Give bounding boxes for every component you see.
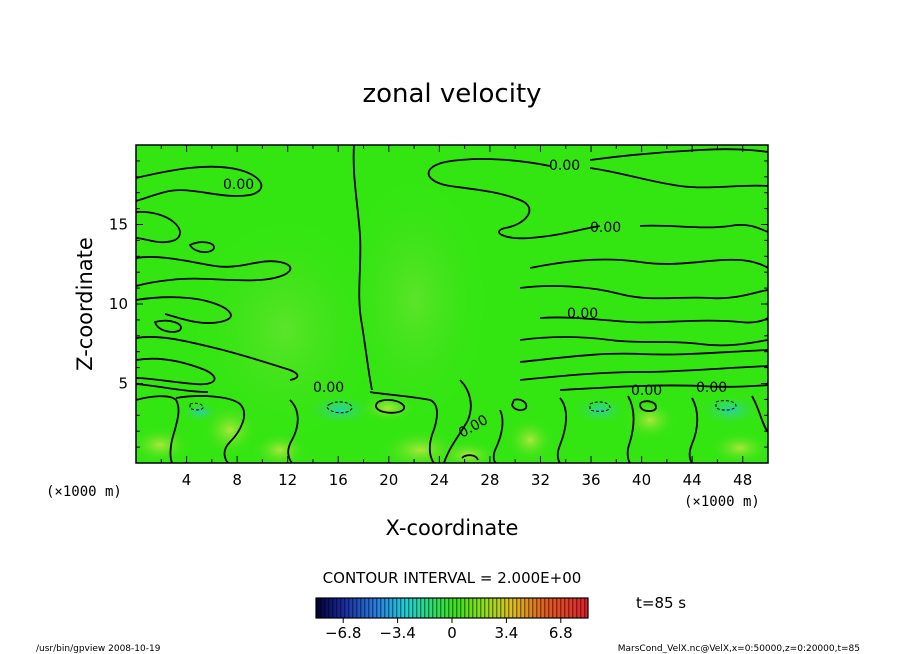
plot-area: 0.00 0.00 0.00 0.00 0.00 0.00 0.00 0.00 — [136, 145, 768, 463]
cell-neg — [572, 396, 628, 424]
footer-left: /usr/bin/gpview 2008-10-19 — [36, 644, 161, 654]
cell-pos — [506, 418, 554, 462]
y-axis-label: Z-coordinate — [73, 237, 97, 371]
y-axis: 5 10 15 — [109, 160, 768, 448]
x-tick-label: 32 — [531, 471, 550, 489]
colorbar-tick-label: −3.4 — [379, 624, 415, 642]
x-tick-label: 28 — [480, 471, 499, 489]
x-axis-label: X-coordinate — [386, 516, 519, 540]
contour-label: 0.00 — [631, 383, 662, 399]
field-tint-west — [195, 220, 375, 440]
colorbar-tick-label: 6.8 — [549, 624, 573, 642]
x-tick-label: 44 — [683, 471, 702, 489]
cell-neg — [698, 394, 762, 426]
time-label: t=85 s — [636, 594, 686, 612]
contour-label: 0.00 — [590, 220, 621, 236]
cell-pos — [438, 441, 498, 463]
contour-label: 0.00 — [696, 380, 727, 396]
x-tick-label: 36 — [581, 471, 600, 489]
chart-title: zonal velocity — [362, 79, 541, 109]
cell-pos — [624, 400, 676, 440]
y-tick-label: 10 — [109, 295, 128, 313]
x-tick-label: 16 — [329, 471, 348, 489]
contour-label: 0.00 — [223, 177, 254, 193]
cell-pos — [136, 427, 190, 463]
x-tick-label: 8 — [232, 471, 242, 489]
cell-pos — [252, 432, 308, 463]
x-tick-label: 12 — [278, 471, 297, 489]
colorbar-ticks: −6.8 −3.4 0 3.4 6.8 — [325, 618, 573, 642]
footer-right: MarsCond_VelX.nc@VelX,x=0:50000,z=0:2000… — [618, 644, 860, 654]
colorbar-hatching — [316, 598, 588, 618]
colorbar-tick-label: 0 — [447, 624, 457, 642]
x-axis-unit: (×1000 m) — [684, 494, 760, 510]
field-tint-center — [345, 180, 485, 420]
y-tick-label: 15 — [109, 216, 128, 234]
contour-interval-text: CONTOUR INTERVAL = 2.000E+00 — [323, 569, 582, 587]
x-tick-label: 24 — [430, 471, 449, 489]
cell-pos — [360, 394, 416, 422]
contour-label: 0.00 — [549, 158, 580, 174]
contour-label: 0.00 — [313, 380, 344, 396]
x-tick-label: 4 — [182, 471, 192, 489]
cell-pos — [710, 432, 768, 463]
y-tick-label: 5 — [118, 375, 128, 393]
cell-neg — [180, 402, 220, 422]
x-axis: 4 8 12 16 20 24 28 32 36 40 44 48 — [135, 145, 769, 489]
contour-label: 0.00 — [567, 306, 598, 322]
cell-neg — [306, 394, 374, 426]
colorbar-tick-label: 3.4 — [494, 624, 518, 642]
y-axis-unit: (×1000 m) — [46, 484, 122, 500]
x-tick-label: 48 — [733, 471, 752, 489]
colorbar-tick-label: −6.8 — [325, 624, 361, 642]
x-tick-label: 40 — [632, 471, 651, 489]
colorbar: −6.8 −3.4 0 3.4 6.8 — [315, 597, 589, 642]
contour-lines — [136, 145, 768, 463]
x-tick-label: 20 — [379, 471, 398, 489]
